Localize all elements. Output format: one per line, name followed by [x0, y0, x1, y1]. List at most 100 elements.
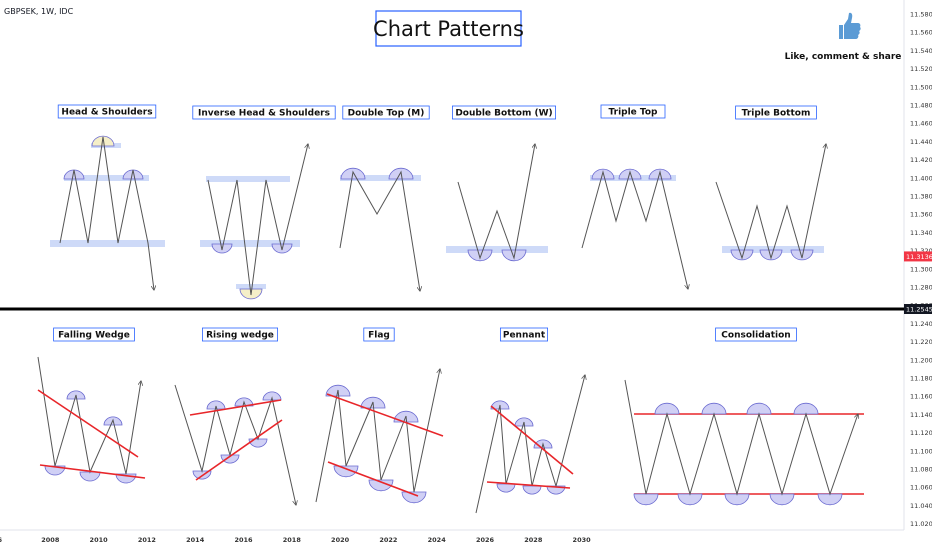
- price-tick-label: 11.0600: [910, 484, 932, 492]
- time-tick-label: 2024: [428, 536, 447, 544]
- peak-arc: [591, 168, 615, 180]
- pattern-triple-bottom: Triple Bottom: [715, 105, 826, 261]
- level-zone: [722, 246, 824, 253]
- price-tick-label: 11.5600: [910, 29, 932, 37]
- level-zone: [200, 240, 300, 247]
- time-tick-label: 2010: [90, 536, 109, 544]
- peak-arc: [701, 402, 727, 415]
- level-zone: [64, 175, 149, 181]
- price-path: [59, 136, 154, 290]
- pattern-inverse-head-and-shoulders: Inverse Head & Shoulders: [192, 105, 336, 300]
- trough-arc: [790, 249, 814, 261]
- peak-arc: [122, 169, 144, 180]
- trough-arc: [633, 493, 659, 506]
- price-axis: 11.5800 11.5600 11.5400 11.5200 11.5000 11.48…: [910, 11, 932, 529]
- peak-arc: [618, 168, 642, 180]
- thumbs-up-icon[interactable]: [839, 12, 861, 39]
- price-tick-label: 11.3200: [910, 247, 932, 255]
- trough-arc: [368, 479, 394, 492]
- level-zone: [340, 175, 421, 181]
- price-tick-label: 11.3800: [910, 193, 932, 201]
- time-tick-label: 2022: [379, 536, 397, 544]
- time-tick-label: 2016: [234, 536, 253, 544]
- peak-arc: [793, 402, 819, 415]
- price-tick-label: 11.4000: [910, 174, 932, 182]
- price-tick-label: 11.2400: [910, 320, 932, 328]
- price-path: [457, 144, 535, 260]
- pattern-title-box: [342, 105, 430, 120]
- pattern-title-box: [53, 327, 135, 342]
- divider-price-badge: [904, 304, 932, 314]
- price-tick-label: 11.5800: [910, 11, 932, 19]
- pattern-flag: Flag: [315, 327, 444, 504]
- title-box: [375, 10, 522, 47]
- pattern-title: Flag: [368, 331, 390, 341]
- price-path: [715, 144, 826, 260]
- trend-line: [37, 389, 139, 458]
- pattern-title: Inverse Head & Shoulders: [198, 109, 330, 119]
- pattern-falling-wedge: Falling Wedge: [37, 327, 146, 484]
- trend-line: [490, 405, 574, 475]
- price-tick-label: 11.0400: [910, 502, 932, 510]
- time-tick-label: 2012: [138, 536, 156, 544]
- pattern-title: Triple Top: [608, 108, 658, 118]
- divider-price-label: 11.2545: [906, 306, 932, 314]
- trend-line: [486, 481, 571, 489]
- pattern-title-box: [600, 104, 666, 119]
- time-tick-label: 2026: [476, 536, 495, 544]
- trough-arc: [333, 465, 359, 478]
- price-tick-label: 11.0800: [910, 466, 932, 474]
- price-tick-label: 11.1600: [910, 393, 932, 401]
- time-tick-label: 2030: [573, 536, 592, 544]
- level-zone: [206, 176, 290, 182]
- trend-line: [327, 461, 419, 497]
- pattern-title-box: [735, 105, 817, 120]
- trough-arc: [401, 491, 427, 504]
- pattern-title-box: [715, 327, 797, 342]
- page-title: Chart Patterns: [373, 17, 524, 41]
- level-zone: [50, 240, 165, 247]
- price-badges: 11.3136 11.2545: [904, 251, 932, 314]
- price-tick-label: 11.3400: [910, 229, 932, 237]
- peak-arc: [746, 402, 772, 415]
- price-tick-label: 11.1000: [910, 447, 932, 455]
- pattern-title-box: [451, 105, 556, 120]
- price-tick-label: 11.4600: [910, 120, 932, 128]
- trough-arc: [522, 485, 542, 495]
- price-path: [37, 356, 141, 475]
- level-zone: [446, 246, 548, 253]
- price-path: [174, 384, 296, 505]
- peak-arc: [91, 135, 115, 147]
- current-price-label: 11.3136: [906, 253, 932, 261]
- trough-arc: [467, 249, 493, 262]
- price-path: [624, 379, 858, 496]
- price-tick-label: 11.4800: [910, 102, 932, 110]
- trend-line: [39, 464, 146, 479]
- price-path: [207, 144, 308, 296]
- trend-line: [195, 419, 283, 481]
- pattern-title: Consolidation: [721, 331, 790, 341]
- pattern-double-bottom: Double Bottom (W): [446, 105, 556, 262]
- pattern-title: Falling Wedge: [58, 331, 130, 341]
- trough-arc: [677, 493, 703, 506]
- cta-text: Like, comment & share: [785, 52, 902, 62]
- price-tick-label: 11.5200: [910, 65, 932, 73]
- trough-arc: [817, 493, 843, 506]
- pattern-title-box: [192, 105, 336, 120]
- price-tick-label: 11.2800: [910, 284, 932, 292]
- price-tick-label: 11.3600: [910, 211, 932, 219]
- time-tick-label: 2028: [524, 536, 543, 544]
- pattern-title: Double Bottom (W): [455, 109, 552, 119]
- level-zone: [236, 284, 266, 289]
- trough-arc: [496, 483, 516, 493]
- pattern-title-box: [363, 327, 395, 342]
- pattern-title-box: [499, 327, 548, 342]
- pattern-pennant: Pennant: [475, 327, 585, 514]
- price-tick-label: 11.2200: [910, 338, 932, 346]
- pattern-head-and-shoulders: Head & Shoulders: [50, 104, 165, 290]
- peak-arc: [206, 400, 226, 410]
- pattern-title: Double Top (M): [348, 109, 425, 119]
- trend-line: [326, 393, 444, 437]
